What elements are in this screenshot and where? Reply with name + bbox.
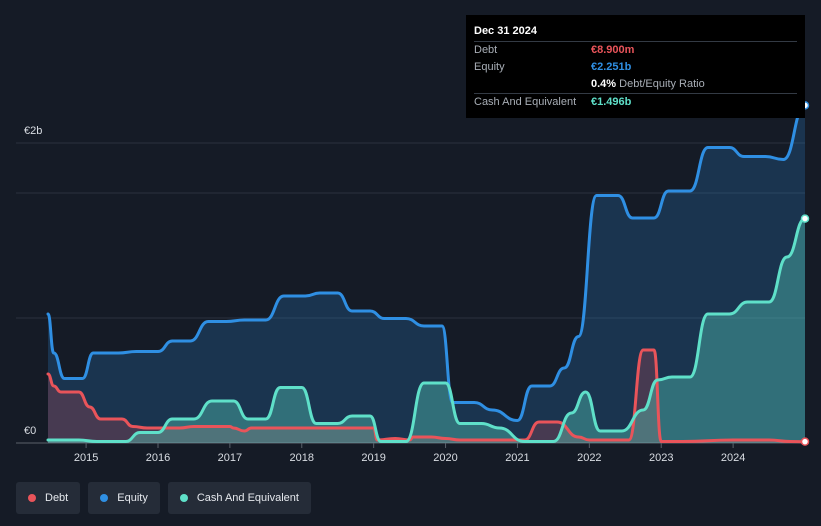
- legend-cash-label: Cash And Equivalent: [196, 492, 299, 504]
- tooltip-debt-value: €8.900m: [591, 44, 635, 56]
- tooltip-equity-value: €2.251b: [591, 61, 632, 73]
- tooltip-equity-label: Equity: [474, 61, 505, 73]
- tooltip-ratio-number: 0.4%: [591, 78, 617, 90]
- legend-equity-label: Equity: [117, 492, 148, 504]
- cash-and-equivalent-area: [48, 218, 805, 443]
- tooltip-row-ratio: 0.4% Debt/Equity Ratio: [474, 76, 797, 93]
- tooltip-ratio-value: 0.4% Debt/Equity Ratio: [591, 76, 705, 92]
- legend-debt-label: Debt: [45, 492, 69, 504]
- tooltip-cash-value: €1.496b: [591, 96, 632, 108]
- tooltip-cash-label: Cash And Equivalent: [474, 96, 577, 108]
- debt-endpoint: [800, 437, 810, 446]
- tooltip-debt-label: Debt: [474, 44, 498, 56]
- equity-dot-icon: [100, 494, 109, 502]
- tooltip: Dec 31 2024 Debt €8.900m Equity €2.251b …: [466, 15, 805, 118]
- y-tick-label: €0: [24, 425, 36, 437]
- x-axis: 2015 2016 2017 2018 2019 2020 2021 2022 2023 2024: [74, 443, 745, 464]
- legend-item-debt[interactable]: Debt: [16, 482, 81, 514]
- x-tick-label: 2019: [361, 452, 385, 464]
- x-tick-label: 2021: [505, 452, 529, 464]
- debt-area: [48, 350, 805, 443]
- tooltip-date: Dec 31 2024: [474, 25, 537, 37]
- legend-item-cash[interactable]: Cash And Equivalent: [167, 482, 311, 514]
- cash-and-equivalent-line: [46, 217, 807, 443]
- tooltip-ratio-label: Debt/Equity Ratio: [619, 78, 705, 90]
- legend: Debt Equity Cash And Equivalent: [16, 482, 311, 514]
- x-tick-label: 2018: [290, 452, 314, 464]
- cash-and-equivalent-endpoint: [800, 214, 810, 223]
- x-tick-label: 2024: [721, 452, 745, 464]
- y-tick-label: €2b: [24, 125, 42, 137]
- x-tick-label: 2017: [218, 452, 242, 464]
- series-lines: [46, 103, 807, 444]
- equity-line: [46, 103, 807, 422]
- equity-area: [48, 105, 805, 444]
- tooltip-row-cash: Cash And Equivalent €1.496b: [474, 93, 797, 111]
- x-tick-label: 2023: [649, 452, 673, 464]
- legend-item-equity[interactable]: Equity: [88, 482, 160, 514]
- x-tick-label: 2020: [433, 452, 457, 464]
- y-axis: €0 €2b: [24, 125, 42, 437]
- debt-dot-icon: [28, 494, 36, 502]
- tooltip-row-debt: Debt €8.900m: [474, 41, 797, 59]
- x-tick-label: 2022: [577, 452, 601, 464]
- cash-dot-icon: [179, 494, 188, 502]
- tooltip-row-equity: Equity €2.251b: [474, 59, 797, 76]
- series-areas: [48, 105, 805, 444]
- x-tick-label: 2015: [74, 452, 98, 464]
- x-tick-label: 2016: [146, 452, 170, 464]
